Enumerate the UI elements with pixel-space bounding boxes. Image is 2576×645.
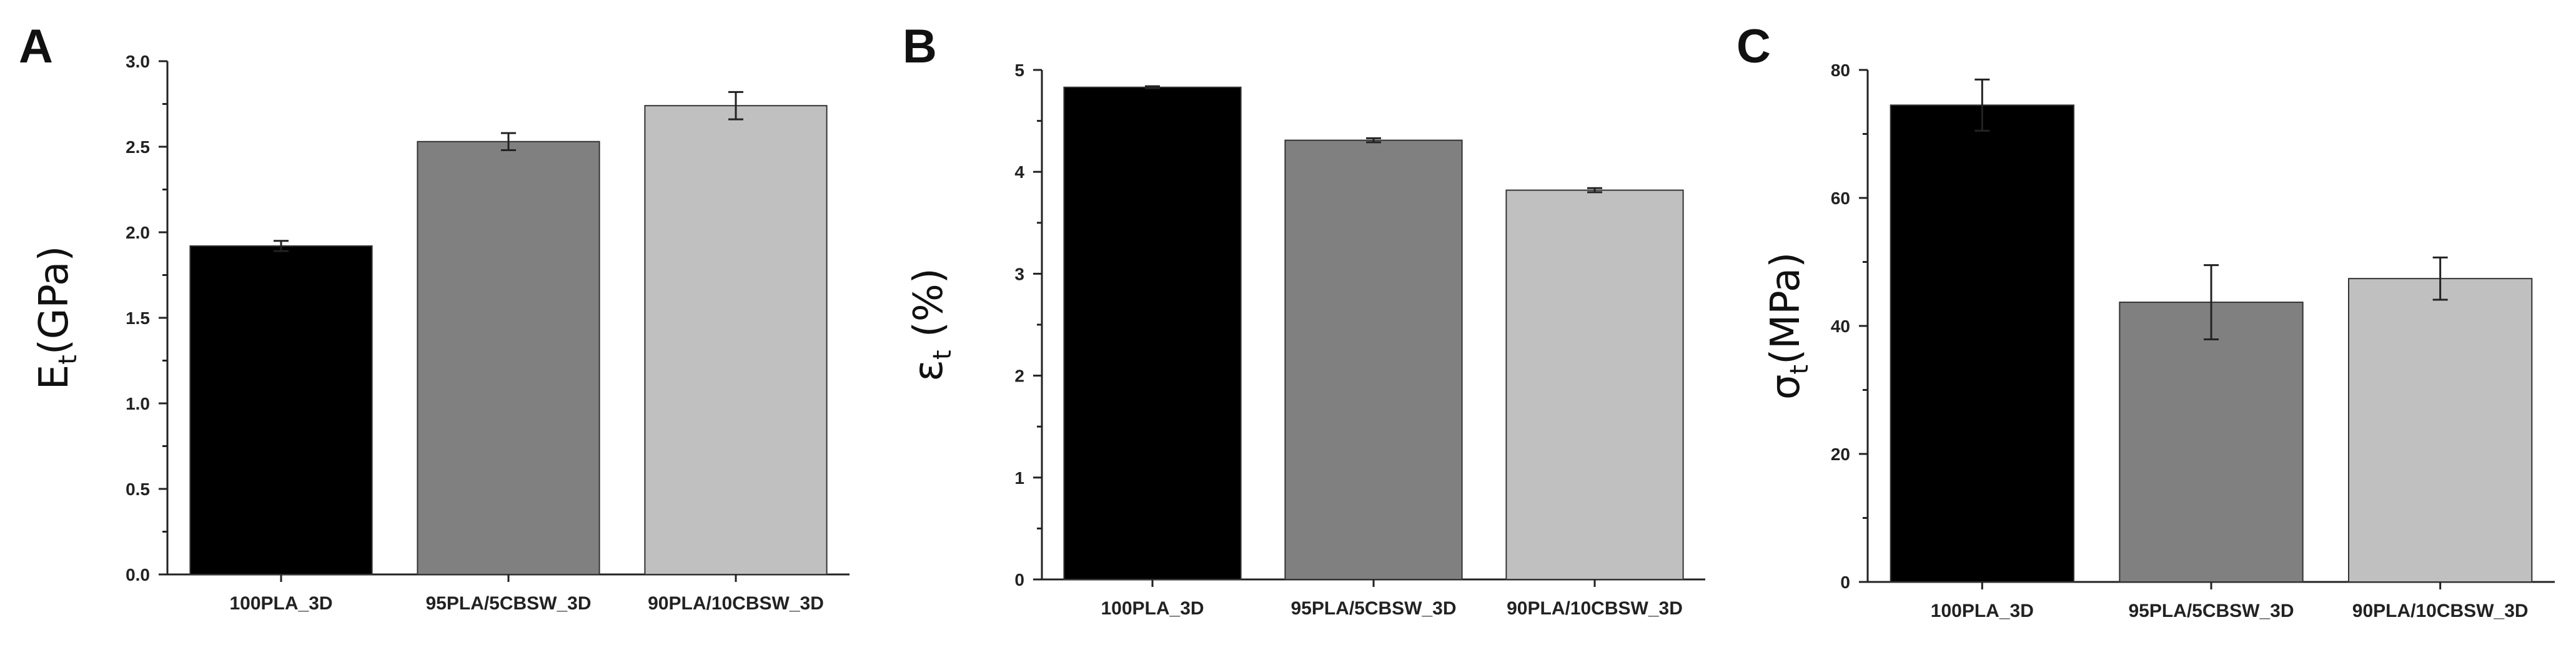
y-tick-label: 2.0	[126, 223, 150, 242]
chart-panel-a: A 0.0 0.5 1.0 1.5 2.0 2.5 3.0 100PLA_3D 95PLA/5CB…	[19, 20, 850, 614]
y-tick-label: 1.5	[126, 308, 150, 328]
x-tick-label: 90PLA/10CBSW_3D	[1507, 598, 1683, 619]
y-axis-label-unit: (MPa)	[1763, 252, 1809, 365]
bar-3	[2348, 278, 2533, 583]
y-tick-label: 60	[1831, 189, 1850, 208]
y-axis-label-unit: (GPa)	[31, 246, 77, 355]
bar-2	[1284, 139, 1463, 581]
x-tick-label: 95PLA/5CBSW_3D	[2128, 601, 2294, 621]
x-tick-label: 100PLA_3D	[229, 593, 332, 614]
y-tick-label: 20	[1831, 445, 1850, 464]
bar-1	[189, 245, 373, 576]
y-axis-label-unit: (%)	[906, 268, 952, 350]
y-axis-label-subscript: t	[1785, 365, 1814, 375]
y-tick-label: 3	[1014, 264, 1024, 283]
y-tick-label: 1	[1014, 468, 1024, 488]
panel-letter: C	[1736, 20, 1771, 73]
y-tick-label: 2.5	[126, 137, 150, 157]
y-tick-label: 40	[1831, 317, 1850, 336]
bar-3	[1505, 189, 1684, 580]
y-axis-label: σt(MPa)	[1763, 252, 1814, 400]
y-tick-label: 0	[1840, 573, 1850, 592]
y-axis-label: εt (%)	[906, 268, 957, 381]
y-tick-label: 0.0	[126, 565, 150, 584]
y-tick-label: 4	[1014, 162, 1024, 182]
chart-panel-c: C 0 20 40 60 80 100PLA_3D 95PLA/5CBSW_3D 90PLA/1…	[1736, 20, 2555, 621]
y-tick-label: 5	[1014, 61, 1024, 80]
x-tick-label: 95PLA/5CBSW_3D	[1290, 598, 1456, 619]
x-tick-label: 90PLA/10CBSW_3D	[648, 593, 824, 614]
y-tick-label: 3.0	[126, 52, 150, 71]
x-tick-label: 95PLA/5CBSW_3D	[425, 593, 591, 614]
panel-letter: A	[19, 20, 53, 73]
y-axis-label-symbol: E	[31, 365, 77, 390]
y-tick-label: 80	[1831, 61, 1850, 80]
chart-panel-b: B 0 1 2 3 4 5 100PLA_3D 95PLA/5CBSW_3D 90PLA/10CB…	[903, 20, 1705, 619]
y-axis-label-symbol: σ	[1763, 375, 1809, 400]
bar-1	[1890, 104, 2075, 583]
bar-3	[644, 105, 828, 576]
y-axis-label-symbol: ε	[906, 360, 952, 382]
y-axis-label-subscript: t	[928, 350, 957, 360]
x-tick-label: 100PLA_3D	[1931, 601, 2034, 621]
x-tick-label: 90PLA/10CBSW_3D	[2352, 601, 2529, 621]
y-tick-label: 2	[1014, 367, 1024, 386]
y-tick-label: 0	[1014, 570, 1024, 589]
y-axis-label-subscript: t	[54, 355, 82, 365]
y-tick-label: 0.5	[126, 480, 150, 499]
panel-letter: B	[903, 20, 937, 73]
bar-1	[1063, 86, 1242, 580]
y-axis-label: Et(GPa)	[31, 246, 82, 390]
bar-2	[2119, 302, 2304, 583]
y-tick-label: 1.0	[126, 394, 150, 413]
x-tick-label: 100PLA_3D	[1101, 598, 1204, 619]
bar-2	[417, 140, 600, 575]
